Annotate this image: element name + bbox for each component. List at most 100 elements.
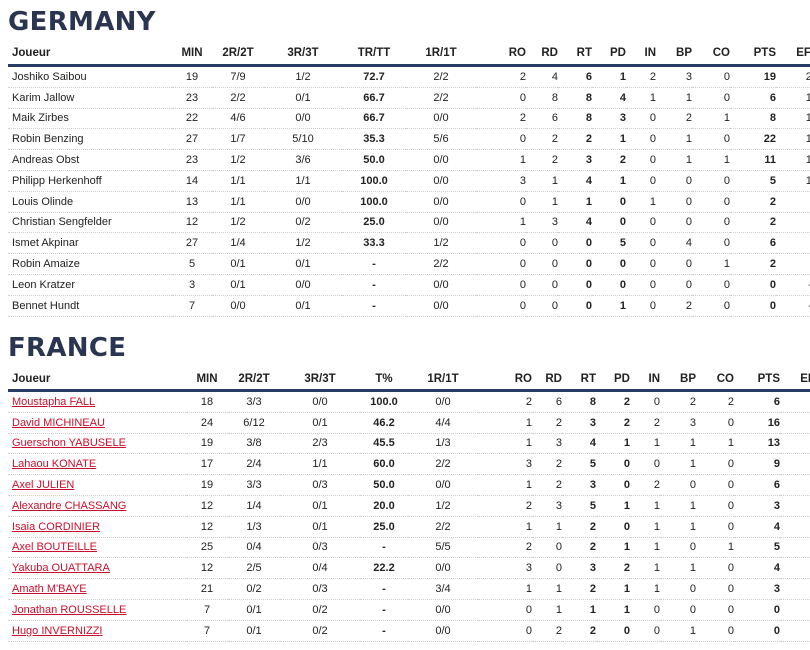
cell-total-rebounds: 3 xyxy=(558,149,592,171)
cell-steals: 1 xyxy=(626,191,656,213)
cell-shooting-pct: 45.5 xyxy=(360,433,408,455)
cell-assists: 0 xyxy=(592,274,626,296)
player-link[interactable]: Amath M'BAYE xyxy=(12,583,87,596)
column-header: 1R/1T xyxy=(406,42,476,67)
cell-total-rebounds: 2 xyxy=(562,537,596,559)
cell-points: 5 xyxy=(734,537,780,559)
cell-total-rebounds: 5 xyxy=(562,453,596,476)
cell-steals: 1 xyxy=(630,578,660,600)
cell-turnovers: 0 xyxy=(660,578,696,600)
cell-points: 5 xyxy=(730,170,776,192)
cell-steals: 1 xyxy=(626,87,656,109)
player-link[interactable]: Jonathan ROUSSELLE xyxy=(12,603,127,616)
cell-defensive-rebounds: 1 xyxy=(532,599,562,621)
player-link[interactable]: Axel BOUTEILLE xyxy=(12,541,97,554)
cell-three-pointers: 0/1 xyxy=(264,87,342,109)
cell-efficiency: 16 xyxy=(780,390,810,413)
cell-assists: 1 xyxy=(592,295,626,317)
cell-assists: 2 xyxy=(596,557,630,580)
cell-shooting-pct: - xyxy=(342,295,406,317)
cell-steals: 0 xyxy=(626,212,656,234)
cell-defensive-rebounds: 1 xyxy=(532,578,562,600)
cell-two-pointers: 2/2 xyxy=(212,87,264,109)
cell-free-throws: 0/0 xyxy=(406,274,476,296)
cell-shooting-pct: 100.0 xyxy=(342,170,406,192)
cell-blocks: 1 xyxy=(692,253,730,275)
cell-minutes: 25 xyxy=(186,537,228,559)
cell-free-throws: 1/2 xyxy=(406,232,476,255)
player-link[interactable]: Yakuba OUATTARA xyxy=(12,562,110,575)
cell-assists: 1 xyxy=(592,170,626,192)
player-link[interactable]: Hugo INVERNIZZI xyxy=(12,624,103,637)
cell-total-rebounds: 2 xyxy=(562,620,596,642)
cell-blocks: 0 xyxy=(696,453,734,476)
cell-defensive-rebounds: 0 xyxy=(526,253,558,275)
cell-steals: 2 xyxy=(630,412,660,434)
cell-free-throws: 4/4 xyxy=(408,412,478,434)
cell-steals: 0 xyxy=(630,390,660,413)
cell-player-name: Joshiko Saibou xyxy=(8,65,172,88)
cell-free-throws: 0/0 xyxy=(408,620,478,642)
cell-turnovers: 0 xyxy=(656,274,692,296)
cell-three-pointers: 1/2 xyxy=(264,232,342,255)
cell-assists: 4 xyxy=(592,87,626,109)
cell-offensive-rebounds: 0 xyxy=(476,191,526,213)
cell-free-throws: 5/6 xyxy=(406,128,476,151)
cell-minutes: 7 xyxy=(186,599,228,621)
cell-free-throws: 3/4 xyxy=(408,578,478,600)
cell-points: 16 xyxy=(734,412,780,434)
cell-free-throws: 0/0 xyxy=(406,191,476,213)
cell-minutes: 5 xyxy=(172,253,212,275)
player-link[interactable]: Moustapha FALL xyxy=(12,395,96,408)
player-link[interactable]: Guerschon YABUSELE xyxy=(12,437,126,450)
cell-steals: 1 xyxy=(630,495,660,517)
cell-two-pointers: 7/9 xyxy=(212,65,264,88)
cell-defensive-rebounds: 2 xyxy=(526,149,558,171)
cell-steals: 0 xyxy=(626,253,656,275)
cell-player-name: Axel BOUTEILLE xyxy=(8,537,186,559)
cell-three-pointers: 0/1 xyxy=(264,295,342,317)
cell-total-rebounds: 2 xyxy=(562,578,596,600)
cell-points: 0 xyxy=(730,295,776,317)
cell-minutes: 12 xyxy=(186,557,228,580)
cell-shooting-pct: 35.3 xyxy=(342,128,406,151)
cell-blocks: 0 xyxy=(696,516,734,538)
cell-defensive-rebounds: 4 xyxy=(526,65,558,88)
cell-total-rebounds: 8 xyxy=(562,390,596,413)
cell-two-pointers: 3/8 xyxy=(228,433,280,455)
cell-two-pointers: 1/2 xyxy=(212,212,264,234)
column-header: RO xyxy=(476,42,526,67)
cell-two-pointers: 1/2 xyxy=(212,149,264,171)
cell-turnovers: 2 xyxy=(660,390,696,413)
player-link[interactable]: David MICHINEAU xyxy=(12,416,105,429)
cell-efficiency: 13 xyxy=(780,412,810,434)
player-link[interactable]: Lahaou KONATE xyxy=(12,458,97,471)
cell-efficiency: 17 xyxy=(776,87,810,109)
cell-turnovers: 2 xyxy=(656,295,692,317)
cell-efficiency: -1 xyxy=(780,599,810,621)
cell-blocks: 0 xyxy=(696,578,734,600)
cell-offensive-rebounds: 2 xyxy=(476,108,526,130)
cell-two-pointers: 2/4 xyxy=(228,453,280,476)
cell-minutes: 22 xyxy=(172,108,212,130)
table-row: Alexandre CHASSANG 12 1/4 0/1 20.0 1/2 2 3 5 1 1 1 0… xyxy=(8,495,810,517)
cell-blocks: 0 xyxy=(692,212,730,234)
cell-shooting-pct: - xyxy=(360,537,408,559)
cell-three-pointers: 0/0 xyxy=(264,108,342,130)
column-header: RT xyxy=(558,42,592,67)
cell-free-throws: 1/2 xyxy=(408,495,478,517)
cell-two-pointers: 2/5 xyxy=(228,557,280,580)
cell-three-pointers: 3/6 xyxy=(264,149,342,171)
column-header: IN xyxy=(626,42,656,67)
player-link[interactable]: Axel JULIEN xyxy=(12,479,75,492)
cell-efficiency: 3 xyxy=(780,537,810,559)
cell-offensive-rebounds: 2 xyxy=(478,537,532,559)
cell-points: 3 xyxy=(734,578,780,600)
cell-points: 2 xyxy=(730,212,776,234)
player-link[interactable]: Alexandre CHASSANG xyxy=(12,499,127,512)
cell-total-rebounds: 8 xyxy=(558,108,592,130)
player-link[interactable]: Isaia CORDINIER xyxy=(12,520,101,533)
